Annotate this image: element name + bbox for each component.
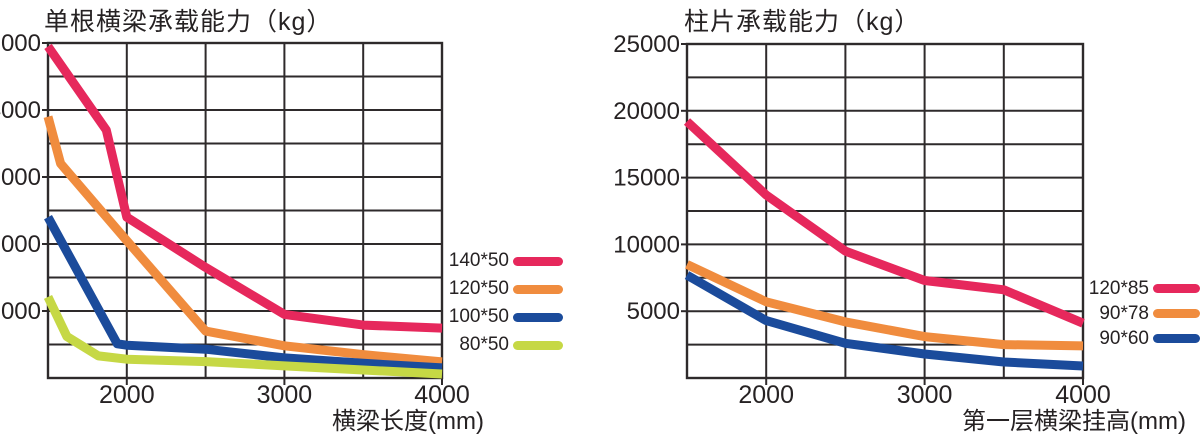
y-tick-label: 25000 — [613, 31, 680, 58]
chart-title: 柱片承载能力（kg） — [684, 8, 921, 36]
series-line-80*50 — [43, 294, 443, 379]
legend-item: 120*85 — [1089, 276, 1200, 301]
legend-label: 80*50 — [459, 334, 509, 355]
y-tick-label: 4000 — [0, 97, 41, 124]
beam-load-plot: 1000 2000 3000 4000 5000 2000 3000 4000 — [0, 30, 470, 409]
legend-swatch — [1153, 284, 1200, 293]
y-tick-label: 1000 — [0, 298, 41, 325]
x-tick-label: 3000 — [897, 381, 953, 409]
y-tick-label: 3000 — [0, 164, 41, 191]
series-line-90*60 — [684, 271, 1084, 371]
legend-label: 120*50 — [448, 278, 509, 299]
x-tick-label: 4000 — [414, 381, 470, 409]
y-tick-label: 15000 — [613, 165, 680, 192]
legend-item: 100*50 — [449, 303, 563, 331]
x-tick-label: 2000 — [99, 381, 155, 409]
series-line-120*85 — [683, 118, 1085, 328]
y-tick-label: 2000 — [0, 231, 41, 258]
legend-swatch — [513, 284, 563, 294]
legend-label: 90*78 — [1099, 302, 1149, 324]
x-tick-label: 2000 — [738, 381, 794, 409]
x-tick-label: 3000 — [257, 381, 313, 409]
column-load-plot: 5000 10000 15000 20000 25000 2000 3000 4000 — [613, 31, 1111, 409]
column-load-chart: 柱片承载能力（kg） 5000 10000 15000 20000 25000 2000 3… — [600, 0, 1200, 435]
y-tick-label: 20000 — [613, 98, 680, 125]
x-tick-label: 4000 — [1055, 381, 1111, 409]
legend-label: 120*85 — [1088, 277, 1149, 299]
beam-load-chart: 单根横梁承载能力（kg） 1000 2000 3000 4000 5000 2000 300… — [0, 0, 600, 435]
plot-border — [46, 41, 444, 380]
legend-label: 100*50 — [448, 306, 509, 327]
legend: 140*50 120*50 100*50 80*50 — [449, 247, 563, 359]
legend-swatch — [513, 312, 563, 322]
legend-label: 90*60 — [1099, 327, 1149, 349]
legend-swatch — [513, 256, 563, 266]
y-tick-label: 10000 — [613, 231, 680, 258]
legend-swatch — [1153, 334, 1200, 343]
plot-border — [685, 42, 1085, 380]
legend-swatch — [513, 340, 563, 350]
chart-title: 单根横梁承载能力（kg） — [44, 8, 333, 36]
legend-item: 80*50 — [449, 331, 563, 359]
legend-item: 120*50 — [449, 275, 563, 303]
y-tick-label: 5000 — [0, 30, 41, 57]
legend-swatch — [1153, 309, 1200, 318]
series-line-120*50 — [43, 115, 443, 367]
legend-item: 140*50 — [449, 247, 563, 275]
legend: 120*85 90*78 90*60 — [1089, 276, 1200, 351]
legend-label: 140*50 — [448, 250, 509, 271]
series-line-90*78 — [685, 260, 1084, 351]
y-tick-label: 5000 — [627, 298, 680, 325]
series-line-140*50 — [44, 43, 443, 333]
series-line-100*50 — [44, 215, 443, 373]
legend-item: 90*60 — [1089, 326, 1200, 351]
legend-item: 90*78 — [1089, 301, 1200, 326]
